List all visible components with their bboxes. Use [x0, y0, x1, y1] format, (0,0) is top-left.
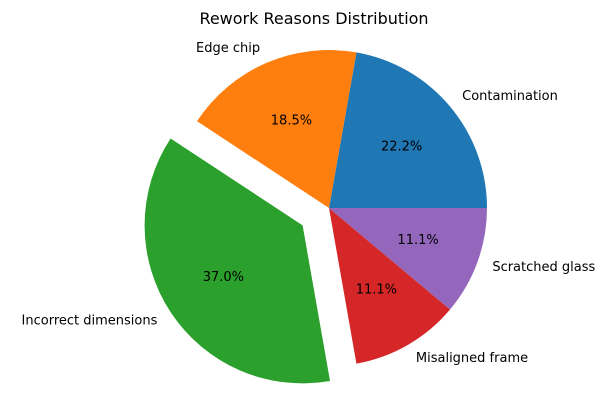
pct-label-misaligned-frame: 11.1%	[356, 283, 397, 298]
category-label-incorrect-dimensions: Incorrect dimensions	[22, 313, 158, 328]
category-label-misaligned-frame: Misaligned frame	[416, 351, 528, 366]
pct-label-contamination: 22.2%	[381, 140, 422, 155]
pie-slice-scratched-glass	[329, 208, 487, 310]
pie-slices	[144, 50, 487, 384]
pie-slice-contamination	[329, 52, 487, 208]
pct-label-incorrect-dimensions: 37.0%	[203, 270, 244, 285]
category-label-scratched-glass: Scratched glass	[492, 260, 595, 275]
pie-slice-misaligned-frame	[329, 208, 451, 364]
pct-label-scratched-glass: 11.1%	[397, 233, 438, 248]
category-label-contamination: Contamination	[462, 89, 558, 104]
pct-label-edge-chip: 18.5%	[271, 113, 312, 128]
chart-title: Rework Reasons Distribution	[199, 9, 428, 28]
pie-percent-labels: 22.2% 18.5% 37.0% 11.1% 11.1%	[203, 113, 439, 297]
pie-category-labels: Contamination Edge chip Incorrect dimensio…	[22, 41, 596, 366]
pie-slice-edge-chip	[196, 50, 357, 208]
pie-slice-incorrect-dimensions	[144, 138, 331, 384]
category-label-edge-chip: Edge chip	[196, 41, 260, 56]
